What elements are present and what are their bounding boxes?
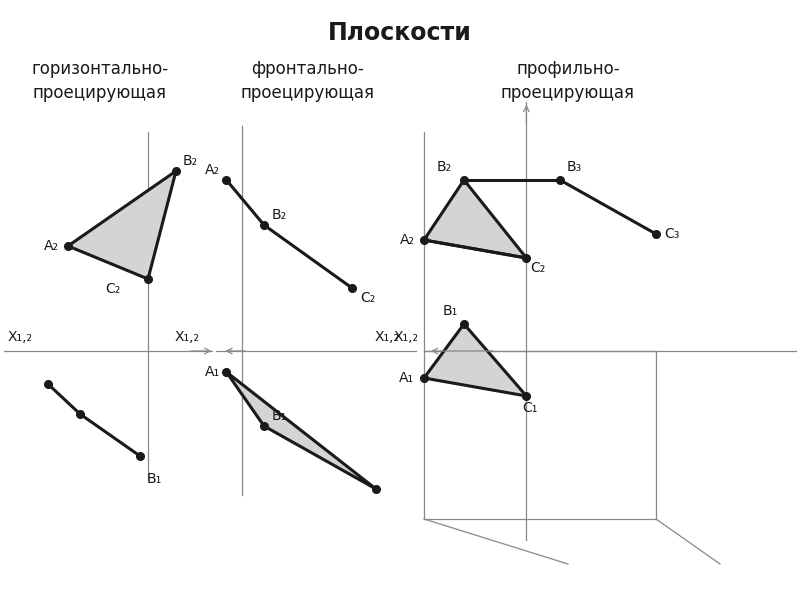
Text: B₂: B₂ — [272, 208, 287, 222]
Text: профильно-
проецирующая: профильно- проецирующая — [501, 60, 635, 101]
Polygon shape — [68, 171, 176, 279]
Text: B₁: B₁ — [146, 472, 162, 486]
Text: A₂: A₂ — [43, 239, 58, 253]
Text: C₂: C₂ — [530, 261, 546, 275]
Text: A₂: A₂ — [399, 233, 414, 247]
Text: C₃: C₃ — [664, 227, 679, 241]
Text: фронтально-
проецирующая: фронтально- проецирующая — [241, 60, 375, 101]
Text: A₁: A₁ — [399, 371, 414, 385]
Text: C₂: C₂ — [360, 291, 375, 305]
Text: B₃: B₃ — [566, 160, 582, 174]
Polygon shape — [226, 372, 376, 489]
Text: C₁: C₁ — [522, 401, 538, 415]
Text: B₁: B₁ — [442, 304, 458, 318]
Text: X₁,₂: X₁,₂ — [8, 330, 33, 344]
Text: X₁,₂: X₁,₂ — [174, 330, 199, 344]
Text: X₁,₂: X₁,₂ — [375, 330, 400, 344]
Text: Плоскости: Плоскости — [328, 21, 472, 45]
Text: C₂: C₂ — [105, 282, 120, 296]
Text: A₂: A₂ — [205, 163, 220, 177]
Text: B₁: B₁ — [272, 409, 287, 423]
Text: A₁: A₁ — [205, 365, 220, 379]
Text: B₂: B₂ — [182, 154, 198, 168]
Text: горизонтально-
проецирующая: горизонтально- проецирующая — [31, 60, 169, 101]
Text: X₁,₂: X₁,₂ — [394, 330, 418, 344]
Polygon shape — [424, 324, 526, 396]
Text: B₂: B₂ — [437, 160, 452, 174]
Polygon shape — [424, 180, 526, 258]
